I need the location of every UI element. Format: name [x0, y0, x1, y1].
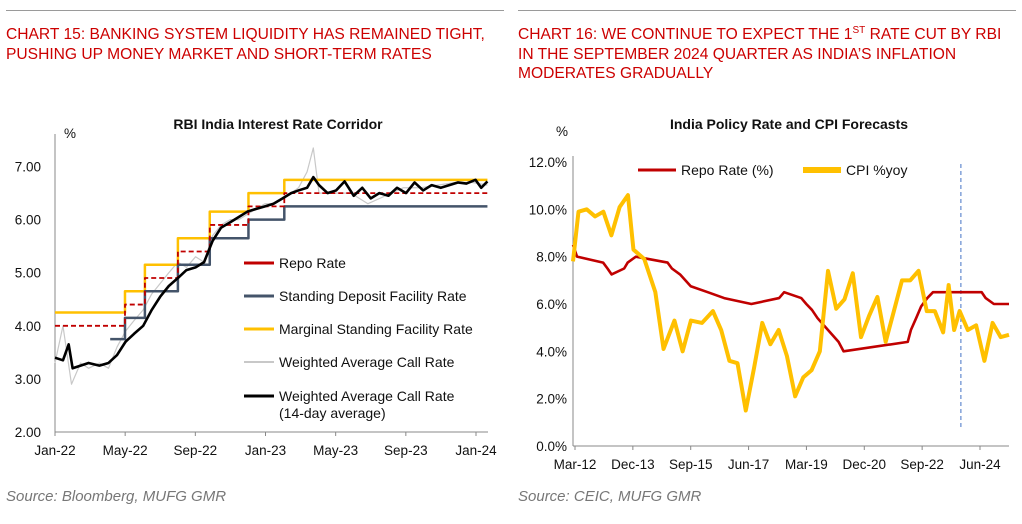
plot-area	[571, 156, 1010, 450]
x-tick-label: Jun-24	[959, 457, 1001, 472]
y-tick-labels: 2.00 3.00 4.00 5.00 6.00 7.00	[15, 160, 41, 440]
x-tick-labels: Jan-22 May-22 Sep-22 Jan-23 May-23 Sep-23 Jan-…	[34, 443, 497, 458]
x-tick-label: Mar-19	[785, 457, 828, 472]
series-line	[55, 192, 488, 327]
y-tick-labels: 0.0% 2.0% 4.0% 6.0% 8.0% 10.0% 12.0%	[529, 155, 567, 454]
chart-16-panel: CHART 16: WE CONTINUE TO EXPECT THE 1ST …	[512, 0, 1022, 524]
x-tick-labels: Mar-12 Dec-13 Sep-15 Jun-17 Mar-19 Dec-20 Sep-…	[554, 457, 1002, 472]
x-tick-label: Dec-13	[611, 457, 655, 472]
x-tick-label: Jan-24	[455, 443, 497, 458]
chart-16-source: Source: CEIC, MUFG GMR	[518, 488, 702, 505]
x-tick-label: Sep-22	[900, 457, 944, 472]
x-tick-label: May-22	[103, 443, 148, 458]
x-tick-label: Mar-12	[554, 457, 597, 472]
rate-corridor-chart: RBI India Interest Rate Corridor % 2.00 3…	[15, 116, 497, 458]
y-tick-label: 6.00	[15, 213, 41, 228]
y-tick-label: 0.0%	[536, 439, 567, 454]
x-tick-label: Sep-15	[669, 457, 713, 472]
chart-title: India Policy Rate and CPI Forecasts	[670, 116, 908, 132]
y-tick-label: 8.0%	[536, 250, 567, 265]
y-tick-label: 4.0%	[536, 344, 567, 359]
y-tick-label: 12.0%	[529, 155, 567, 170]
legend-label: Marginal Standing Facility Rate	[279, 321, 473, 337]
y-axis-unit: %	[556, 124, 568, 139]
series-line	[55, 178, 488, 314]
policy-cpi-chart: India Policy Rate and CPI Forecasts % 0.…	[529, 116, 1010, 472]
legend-label: CPI %yoy	[846, 162, 907, 178]
x-tick-label: Jan-22	[34, 443, 75, 458]
series-line	[571, 244, 1009, 353]
y-tick-label: 4.00	[15, 319, 41, 334]
x-tick-label: May-23	[313, 443, 358, 458]
legend-label: Weighted Average Call Rate	[279, 354, 455, 370]
x-tick-label: Dec-20	[843, 457, 887, 472]
y-tick-label: 2.00	[15, 425, 41, 440]
heading-part-2: RATE CUT BY RBI IN THE SEPTEMBER 2024 QU…	[518, 26, 1002, 82]
y-tick-label: 7.00	[15, 160, 41, 175]
top-rule	[518, 10, 1016, 11]
legend: Repo Rate (%) CPI %yoy	[638, 162, 907, 178]
legend-label: Repo Rate	[279, 255, 346, 271]
chart-16-heading: CHART 16: WE CONTINUE TO EXPECT THE 1ST …	[518, 25, 1014, 84]
y-tick-label: 3.00	[15, 372, 41, 387]
chart-15-source: Source: Bloomberg, MUFG GMR	[6, 488, 227, 505]
x-tick-label: Sep-22	[174, 443, 218, 458]
series-line	[54, 175, 489, 370]
y-tick-label: 5.00	[15, 266, 41, 281]
legend-label: Weighted Average Call Rate (14-day averag…	[279, 388, 455, 421]
x-tick-label: Sep-23	[384, 443, 428, 458]
y-tick-label: 2.0%	[536, 392, 567, 407]
y-tick-label: 6.0%	[536, 297, 567, 312]
top-rule	[6, 10, 504, 11]
y-tick-label: 10.0%	[529, 202, 567, 217]
series-line	[571, 193, 1010, 413]
chart-15-heading: CHART 15: BANKING SYSTEM LIQUIDITY HAS R…	[6, 26, 485, 63]
heading-part-1: CHART 16: WE CONTINUE TO EXPECT THE 1	[518, 26, 853, 43]
series-line	[110, 205, 488, 341]
chart-15-panel: CHART 15: BANKING SYSTEM LIQUIDITY HAS R…	[0, 0, 510, 524]
legend: Repo Rate Standing Deposit Facility Rate M…	[244, 255, 473, 421]
legend-label: Repo Rate (%)	[681, 162, 774, 178]
plot-area	[54, 134, 489, 436]
x-tick-label: Jun-17	[728, 457, 769, 472]
heading-superscript: ST	[852, 24, 866, 36]
y-axis-unit: %	[64, 126, 76, 141]
x-tick-label: Jan-23	[245, 443, 286, 458]
chart-title: RBI India Interest Rate Corridor	[173, 116, 383, 132]
legend-label: Standing Deposit Facility Rate	[279, 288, 467, 304]
